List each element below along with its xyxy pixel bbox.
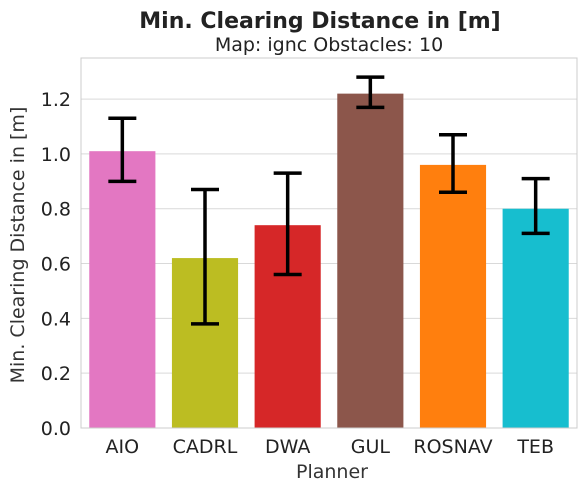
gridlines [81,98,577,429]
error-bar-rosnav [439,132,467,195]
bar-gul [337,93,404,428]
x-tick-label: CADRL [173,436,238,458]
chart-title: Min. Clearing Distance in [m] [139,9,500,34]
y-tick-label: 0.6 [41,254,71,276]
y-tick-label: 0.0 [41,418,71,440]
y-tick-label: 1.2 [41,89,71,111]
y-tick-label: 0.8 [41,199,71,221]
bar-aio [89,151,156,428]
x-tick-label: AIO [106,436,140,458]
x-tick-label: DWA [265,436,310,458]
x-axis-label: Planner [296,461,368,483]
x-tick-label: ROSNAV [413,436,492,458]
error-bar-cadrl [191,187,219,326]
bar-rosnav [419,164,487,428]
y-tick-label: 0.4 [41,308,71,330]
y-tick-label: 1.0 [41,144,71,166]
y-tick-labels: 0.0 0.2 0.4 0.6 0.8 1.0 1.2 [41,89,71,440]
y-tick-label: 0.2 [41,363,71,385]
error-bars [108,75,550,326]
bar-teb [502,208,569,428]
chart-subtitle: Map: ignc Obstacles: 10 [215,34,443,56]
error-bar-aio [108,116,137,184]
error-bar-gul [356,75,385,110]
x-tick-labels: AIO CADRL DWA GUL ROSNAV TEB [106,436,554,458]
x-tick-label: TEB [516,436,554,458]
error-bar-dwa [273,171,302,277]
x-tick-label: GUL [351,436,391,458]
bars [89,93,569,428]
y-axis-label: Min. Clearing Distance in [m] [7,107,29,384]
plot-frame [80,57,578,429]
error-bar-teb [521,176,550,236]
